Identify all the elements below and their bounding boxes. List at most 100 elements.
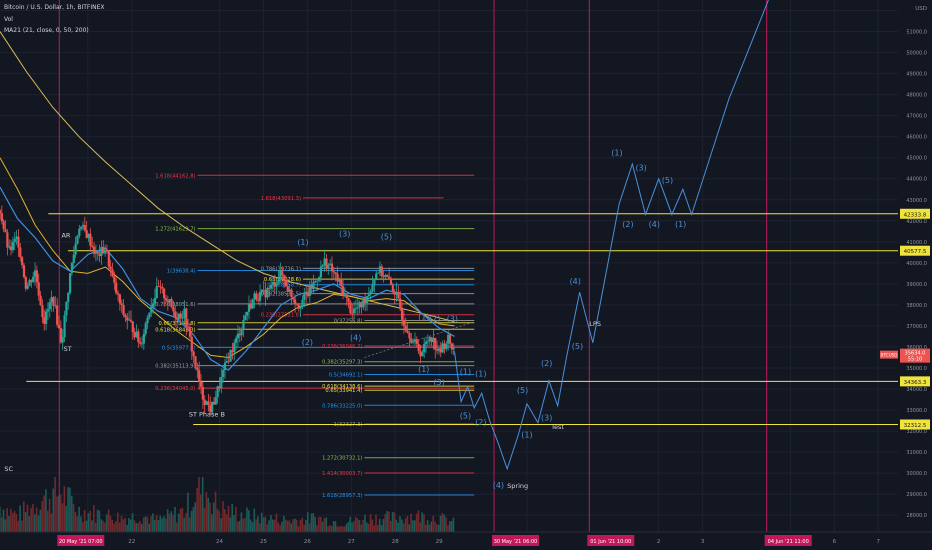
volume-bar	[129, 519, 132, 532]
annotation-label: ST	[64, 345, 72, 353]
candle-body	[246, 311, 249, 316]
level-axis-label: 40577.5	[904, 249, 927, 255]
candle-body	[299, 307, 302, 309]
volume-bar	[209, 502, 211, 532]
volume-bar	[231, 503, 233, 532]
volume-bar	[81, 522, 84, 532]
candle-body	[249, 304, 252, 309]
volume-bar	[393, 512, 396, 532]
volume-bar	[413, 520, 416, 532]
candle-body	[279, 269, 282, 280]
volume-bar	[104, 522, 106, 532]
candle-body	[43, 317, 46, 324]
candle-body	[345, 294, 348, 299]
volume-bar	[246, 507, 248, 532]
candle-body	[218, 386, 221, 389]
candle-body	[290, 289, 293, 297]
candle-body	[81, 225, 85, 227]
candle-body	[305, 293, 308, 295]
candle-body	[59, 328, 62, 343]
fib-label: 0.236(34045.0)	[155, 386, 195, 392]
time-axis[interactable]: 2122242526272829312356720 May '21 07:003…	[0, 531, 932, 550]
candle-body	[323, 258, 326, 266]
volume-bar	[124, 517, 127, 532]
candle-body	[111, 269, 114, 277]
ma-indicator-label[interactable]: MA21 (21, close, 0, 50, 200)	[4, 27, 89, 34]
symbol-title[interactable]: Bitcoin / U.S. Dollar, 1h, BITFINEX	[4, 4, 105, 11]
volume-bar	[168, 513, 171, 532]
candle-body	[63, 315, 66, 338]
volume-bar	[8, 515, 10, 532]
candle-body	[293, 299, 297, 304]
volume-bar	[48, 498, 51, 532]
candle-body	[397, 291, 400, 299]
wave-label: (1)	[611, 149, 622, 158]
volume-bar	[85, 520, 88, 532]
candle-body	[115, 282, 118, 294]
candle-body	[76, 235, 79, 244]
volume-bar	[281, 521, 283, 532]
candle-body	[365, 296, 369, 304]
candle-body	[46, 309, 50, 312]
volume-bar	[360, 524, 363, 532]
candle-body	[107, 251, 110, 267]
candle-body	[227, 361, 230, 363]
volume-bar	[96, 509, 99, 532]
volume-bar	[80, 516, 82, 532]
candle-body	[80, 226, 83, 229]
candle-body	[150, 306, 153, 313]
volume-indicator-label[interactable]: Vol	[4, 15, 13, 23]
fib-label: 0.236(37531.8)	[261, 313, 301, 319]
volume-bar	[24, 512, 27, 532]
candle-body	[358, 302, 361, 308]
wave-label: (1)	[521, 430, 532, 439]
volume-bar	[233, 514, 235, 532]
wave-label: (4)	[493, 481, 504, 490]
volume-bar	[91, 520, 93, 532]
candle-body	[421, 352, 424, 357]
volume-bar	[109, 515, 112, 532]
candle-body	[205, 401, 208, 405]
candle-body	[443, 343, 446, 349]
candle-body	[391, 284, 394, 292]
volume-bar	[205, 491, 208, 532]
candle-body	[105, 250, 109, 252]
volume-bar	[251, 522, 254, 532]
time-highlight-label: 04 Jun '21 11:00	[768, 539, 809, 545]
candle-body	[251, 299, 254, 309]
wave-label: (4)	[649, 220, 660, 229]
volume-bar	[10, 508, 12, 532]
candle-body	[192, 351, 195, 357]
volume-bar	[126, 525, 128, 532]
candle-body	[220, 377, 223, 389]
volume-bar	[78, 506, 80, 532]
volume-bar	[447, 525, 449, 532]
volume-bar	[45, 489, 47, 532]
volume-bar	[266, 524, 269, 532]
price-axis[interactable]: USD 28000.0 29000.0 30000.0 31000.0 32000.0 33…	[880, 0, 932, 550]
volume-bar	[260, 512, 263, 532]
volume-bar	[235, 506, 237, 532]
volume-bar	[273, 519, 276, 532]
candle-body	[48, 302, 51, 310]
candle-body	[223, 362, 227, 370]
time-highlight-label: 01 Jun '21 10:00	[590, 539, 631, 545]
candle-body	[424, 341, 428, 345]
price-tick-label: 51000.0	[906, 30, 927, 36]
volume-bar	[139, 521, 141, 532]
volume-bar	[70, 495, 73, 532]
candle-body	[174, 311, 177, 318]
time-tick-label: 3	[701, 539, 705, 545]
time-highlight-box	[764, 535, 812, 546]
volume-bar	[306, 512, 309, 532]
volume-bar	[174, 507, 176, 532]
volume-bar	[428, 524, 431, 532]
volume-bar	[144, 516, 147, 532]
volume-bar	[163, 516, 165, 532]
volume-bar	[176, 522, 178, 532]
time-highlight-box	[57, 535, 105, 546]
candle-body	[244, 315, 247, 320]
wave-label: (3)	[433, 378, 444, 387]
volume-bar	[30, 507, 32, 532]
